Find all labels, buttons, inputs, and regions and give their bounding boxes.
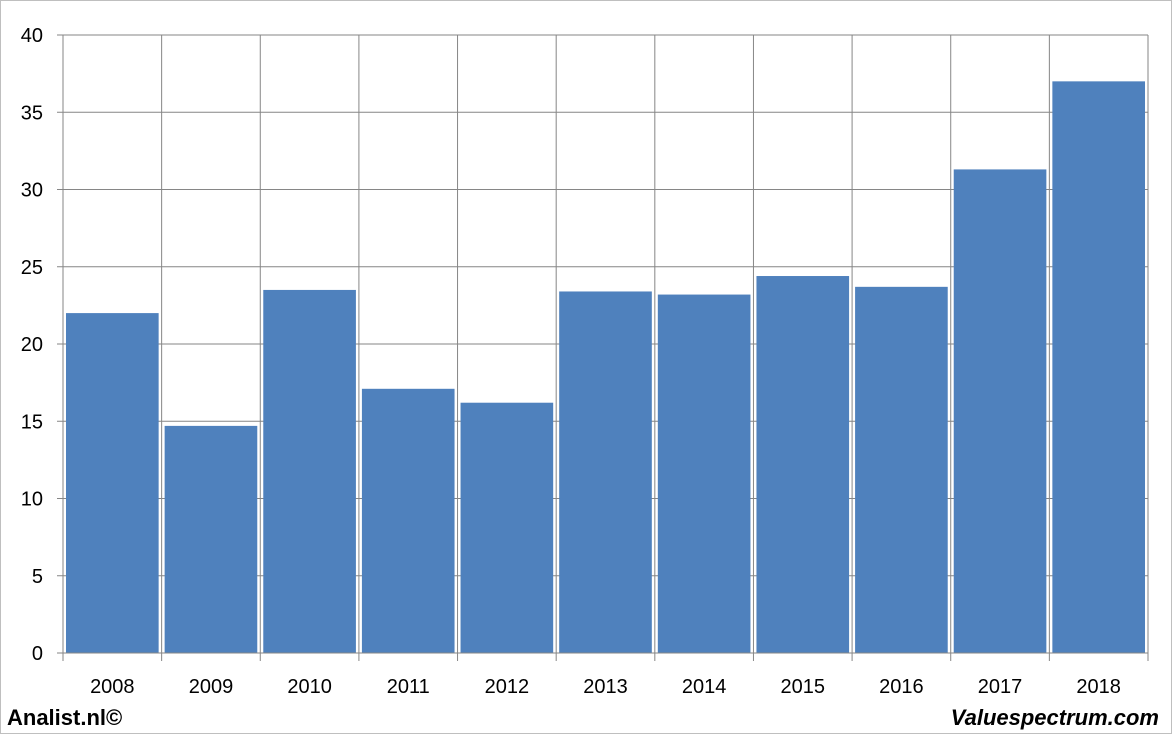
bar-2013 xyxy=(559,291,652,653)
bars xyxy=(66,81,1145,654)
bar-2018 xyxy=(1052,81,1145,654)
footer: Analist.nl© Valuespectrum.com xyxy=(1,703,1172,735)
y-tick-label: 5 xyxy=(32,566,43,588)
bar-chart: 0 5 10 15 20 25 30 35 40 2008 2009 2010 2011 2012 2013… xyxy=(21,25,1149,698)
bar-2008 xyxy=(66,313,159,653)
y-tick-label: 40 xyxy=(21,25,43,47)
x-tick-label: 2008 xyxy=(90,676,135,698)
bar-2016 xyxy=(855,286,948,653)
y-tick-label: 10 xyxy=(21,489,43,511)
footer-source-right: Valuespectrum.com xyxy=(950,705,1159,730)
tick-labels: 0 5 10 15 20 25 30 35 40 2008 2009 2010 2011 2012 2013… xyxy=(21,25,1121,698)
x-tick-label: 2015 xyxy=(781,676,826,698)
bar-2009 xyxy=(164,425,258,653)
y-tick-label: 25 xyxy=(21,257,43,279)
bar-2012 xyxy=(460,402,554,653)
x-tick-label: 2012 xyxy=(485,676,530,698)
x-tick-label: 2009 xyxy=(189,676,234,698)
x-tick-label: 2013 xyxy=(583,676,628,698)
x-tick-label: 2017 xyxy=(978,676,1023,698)
y-tick-label: 35 xyxy=(21,102,43,124)
x-tick-label: 2011 xyxy=(387,676,430,698)
axes xyxy=(57,34,1148,654)
x-tick-label: 2014 xyxy=(682,676,727,698)
grid xyxy=(62,34,1149,661)
y-tick-label: 20 xyxy=(21,334,43,356)
y-tick-label: 0 xyxy=(32,643,43,665)
bar-2010 xyxy=(263,289,356,653)
y-tick-label: 15 xyxy=(21,411,43,433)
bar-2011 xyxy=(361,388,455,653)
y-tick-label: 30 xyxy=(21,180,43,202)
bar-2017 xyxy=(953,169,1047,654)
bar-2014 xyxy=(657,294,751,653)
x-tick-label: 2016 xyxy=(879,676,924,698)
footer-source-left: Analist.nl© xyxy=(7,705,123,730)
bar-2015 xyxy=(756,276,850,653)
x-tick-label: 2010 xyxy=(287,676,332,698)
x-tick-label: 2018 xyxy=(1076,676,1121,698)
